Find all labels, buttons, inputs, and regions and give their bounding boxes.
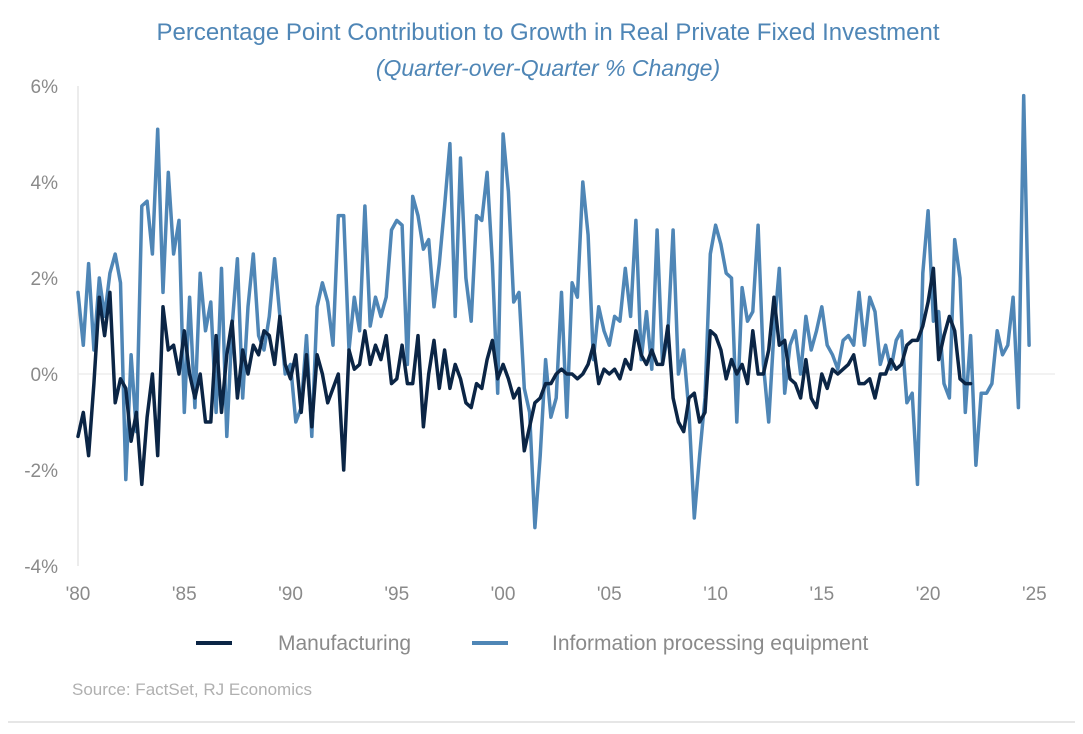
x-tick-label: '20 (916, 584, 941, 605)
y-tick-label: 2% (31, 269, 59, 290)
y-tick-label: -2% (24, 461, 58, 482)
x-tick-label: '05 (597, 584, 622, 605)
y-tick-label: 4% (31, 173, 59, 194)
x-tick-label: '85 (172, 584, 197, 605)
y-tick-label: 0% (31, 365, 59, 386)
y-tick-labels: 6% 4% 2% 0% -2% -4% (24, 77, 58, 578)
x-tick-labels: '80 '85 '90 '95 '00 '05 '10 '15 '20 '25 (66, 584, 1047, 605)
chart-subtitle: (Quarter-over-Quarter % Change) (376, 55, 720, 81)
series-line-information-processing-equipment (76, 93, 1031, 530)
source-note: Source: FactSet, RJ Economics (72, 680, 312, 699)
x-tick-label: '95 (384, 584, 409, 605)
series-line-manufacturing (76, 266, 973, 487)
legend: Manufacturing Information processing equ… (196, 632, 869, 655)
legend-label-information-processing-equipment: Information processing equipment (552, 632, 869, 655)
chart-title: Percentage Point Contribution to Growth … (156, 19, 939, 46)
x-tick-label: '80 (66, 584, 91, 605)
x-tick-label: '10 (703, 584, 728, 605)
y-tick-label: -4% (24, 557, 58, 578)
x-tick-label: '90 (278, 584, 303, 605)
legend-label-manufacturing: Manufacturing (278, 632, 411, 655)
x-tick-label: '00 (491, 584, 516, 605)
x-tick-label: '15 (809, 584, 834, 605)
series-lines (76, 93, 1031, 530)
x-tick-label: '25 (1022, 584, 1047, 605)
y-tick-label: 6% (31, 77, 59, 98)
